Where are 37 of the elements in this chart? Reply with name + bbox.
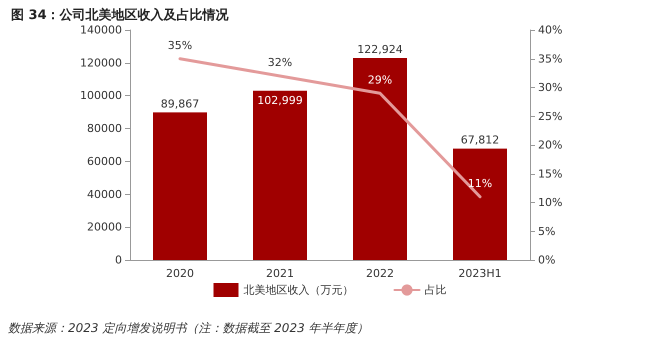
data-label: 122,924 xyxy=(357,43,403,56)
x-tick-label: 2021 xyxy=(266,267,294,280)
y2-tick-label: 25% xyxy=(538,110,562,123)
y2-tick-label: 40% xyxy=(538,24,562,36)
y-tick-label: 40000 xyxy=(87,188,122,201)
y2-tick-label: 10% xyxy=(538,196,562,209)
y2-tick-label: 20% xyxy=(538,138,562,152)
y2-tick-label: 0% xyxy=(538,254,556,266)
bar xyxy=(453,148,507,260)
y-tick-label: 20000 xyxy=(87,220,122,234)
y-tick-label: 140000 xyxy=(80,24,122,36)
legend-label: 占比 xyxy=(424,284,446,296)
y-tick-label: 0 xyxy=(115,254,122,266)
x-tick-label: 2020 xyxy=(166,267,194,280)
y-tick-label: 120000 xyxy=(80,56,122,70)
y2-tick-label: 5% xyxy=(538,224,556,238)
source-note: 数据来源：2023 定向增发说明书（注：数据截至 2023 年半年度） xyxy=(8,321,369,335)
data-label: 35% xyxy=(168,38,192,52)
bar xyxy=(153,112,207,260)
bar xyxy=(353,58,407,260)
data-label: 32% xyxy=(268,56,292,69)
y-tick-label: 100000 xyxy=(80,89,122,102)
data-label: 102,999 xyxy=(257,94,303,107)
y2-tick-label: 35% xyxy=(538,52,562,66)
x-tick-label: 2022 xyxy=(366,267,394,280)
y2-tick-label: 30% xyxy=(538,81,562,94)
y-tick-label: 80000 xyxy=(87,122,122,136)
data-label: 11% xyxy=(468,176,492,190)
data-label: 29% xyxy=(368,73,392,86)
y2-tick-label: 15% xyxy=(538,167,562,180)
x-tick-label: 2023H1 xyxy=(458,267,502,280)
chart-title: 图 34：公司北美地区收入及占比情况 xyxy=(11,7,230,23)
y-tick-label: 60000 xyxy=(87,154,122,168)
bar xyxy=(253,90,307,260)
data-label: 67,812 xyxy=(460,134,500,147)
data-label: 89,867 xyxy=(160,97,200,110)
legend-label: 北美地区收入（万元） xyxy=(244,284,354,296)
